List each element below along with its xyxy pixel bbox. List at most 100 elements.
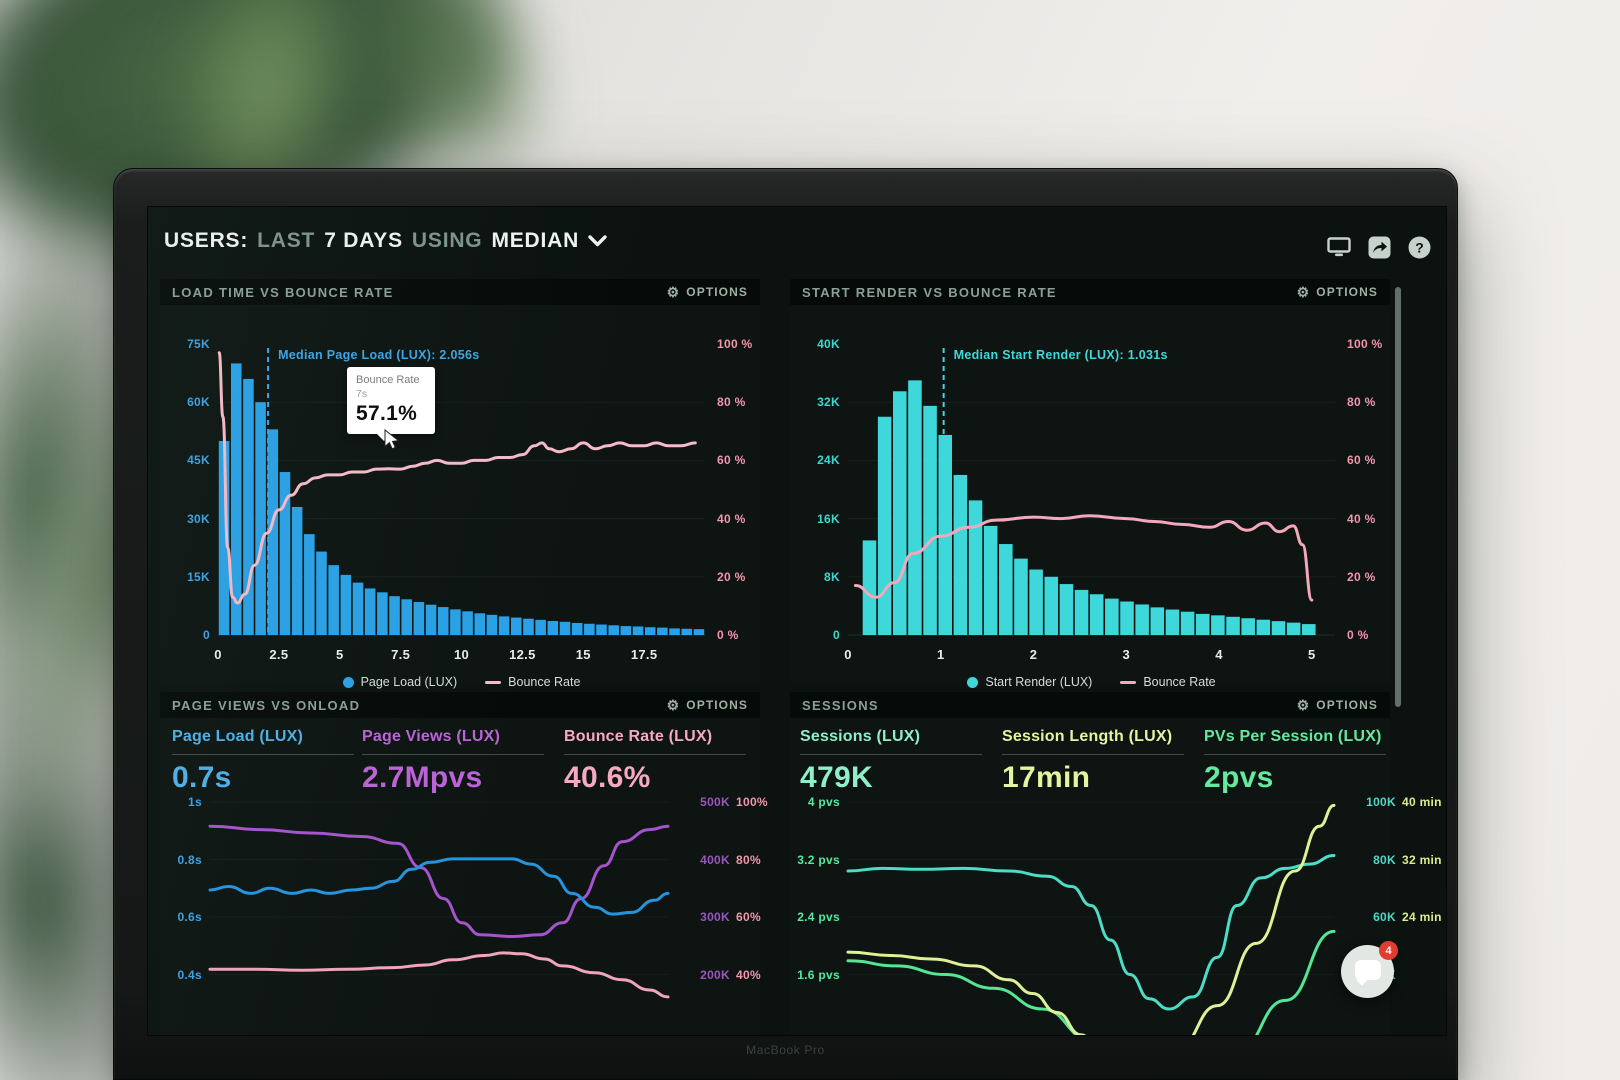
options-button[interactable]: ⚙ OPTIONS [1297, 698, 1378, 712]
bar [1120, 601, 1134, 635]
bar [1135, 604, 1149, 635]
title-segment: MEDIAN [491, 229, 580, 252]
bar [669, 628, 680, 635]
legend: Start Render (LUX) Bounce Rate [848, 675, 1335, 689]
bar [1059, 584, 1074, 635]
bar [474, 613, 486, 635]
bar [1226, 616, 1240, 635]
metric-page-load: Page Load (LUX) 0.7s [172, 728, 354, 795]
bar [571, 622, 583, 635]
legend-item: Page Load (LUX) [342, 675, 458, 689]
pvs-per-session-lux--line [846, 929, 1336, 1035]
axis-label: 100% [736, 795, 768, 809]
bar [304, 534, 315, 635]
legend-label: Page Load (LUX) [360, 675, 458, 689]
bar [596, 624, 607, 635]
load-time-chart[interactable]: 75K 60K 45K 30K 15K 0 100 % 80 % 60 % 40 % 20 % 0 %… [160, 305, 760, 689]
title-segment: 7 DAYS [324, 229, 403, 252]
legend-dot-icon [967, 676, 979, 688]
x-tick: 4 [1215, 647, 1223, 662]
bar [1029, 569, 1043, 635]
start_render-plot [848, 348, 1335, 636]
bar [657, 627, 668, 635]
bar [267, 429, 279, 635]
bar [255, 402, 266, 635]
axis-label: 4 pvs [807, 795, 840, 809]
median-annotation: Median Start Render (LUX): 1.031s [953, 348, 1168, 362]
x-tick: 17.5 [630, 647, 658, 662]
display-icon[interactable] [1326, 235, 1352, 259]
options-button[interactable]: ⚙ OPTIONS [667, 698, 748, 712]
bar [498, 616, 510, 635]
sessions-chart[interactable]: 4 pvs 3.2 pvs 2.4 pvs 1.6 pvs 100K 40 min 80K 3… [790, 792, 1442, 1035]
metric-label: Sessions (LUX) [800, 728, 921, 745]
metric-value: 0.7s [172, 761, 232, 794]
axis-label: 60 % [1347, 453, 1376, 468]
x-tick: 5 [1308, 647, 1316, 662]
sessions-lux--line [846, 854, 1336, 1011]
axis-label: 0.4s [177, 967, 202, 982]
chat-launcher[interactable]: 4 [1341, 941, 1398, 998]
panel-title: SESSIONS [802, 697, 879, 713]
x-tick: 12.5 [509, 647, 536, 662]
bar [953, 474, 968, 635]
metric-label: Session Length (LUX) [1002, 728, 1173, 745]
bar [862, 540, 877, 635]
bar [1195, 613, 1210, 635]
bar [462, 611, 473, 635]
bar [1180, 611, 1195, 635]
bar [340, 574, 352, 635]
start-render-chart[interactable]: 40K 32K 24K 16K 8K 0 100 % 80 % 60 % 40 % 20 % 0 % 0… [790, 305, 1390, 689]
axis-label: 2.4 pvs [797, 910, 840, 924]
bar [893, 391, 907, 635]
users-period-dropdown[interactable]: USERS: LAST 7 DAYS USING MEDIAN [164, 229, 607, 253]
bar [1165, 609, 1180, 635]
bar [218, 441, 230, 635]
scrollbar[interactable] [1395, 287, 1401, 707]
options-button[interactable]: ⚙ OPTIONS [667, 285, 748, 299]
page-views-lux--line [208, 824, 670, 939]
metric-rule [564, 754, 746, 755]
chat-badge: 4 [1379, 941, 1398, 960]
axis-label: 0 % [1347, 628, 1369, 642]
axis-label: 40 % [1347, 511, 1376, 526]
sessions-plot [846, 803, 1336, 1035]
bar [486, 614, 498, 635]
axis-label: 300K [700, 910, 730, 924]
axis-label: 200K [700, 967, 730, 982]
legend-item: Bounce Rate [485, 675, 580, 689]
metric-pvs-per-session: PVs Per Session (LUX) 2pvs [1204, 728, 1386, 795]
metric-label: Page Load (LUX) [172, 728, 304, 745]
axis-label: 80 % [1347, 395, 1376, 410]
axis-label: 75K [187, 337, 210, 351]
metric-rule [1002, 754, 1184, 755]
help-icon[interactable]: ? [1406, 235, 1432, 259]
page-views-chart[interactable]: 1s 0.8s 0.6s 0.4s 500K 100% 400K 80% 300K 60% 200K… [160, 792, 768, 1035]
x-tick: 3 [1122, 647, 1131, 662]
bar [632, 626, 644, 635]
options-button[interactable]: ⚙ OPTIONS [1297, 285, 1378, 299]
share-icon[interactable] [1366, 235, 1392, 259]
metric-label: Bounce Rate (LUX) [564, 728, 713, 745]
bar [523, 618, 534, 635]
panel-title: PAGE VIEWS VS ONLOAD [172, 697, 361, 713]
gear-icon: ⚙ [1296, 697, 1311, 713]
bar [1089, 594, 1104, 635]
axis-label: 60% [736, 910, 761, 924]
legend-line-icon [1120, 680, 1137, 684]
bar [681, 628, 693, 635]
axis-label: 3.2 pvs [797, 852, 840, 867]
panel-load-time: LOAD TIME VS BOUNCE RATE ⚙ OPTIONS 75K 60… [160, 279, 760, 689]
x-tick: 2 [1029, 647, 1038, 662]
options-label: OPTIONS [1316, 698, 1378, 712]
bar [908, 380, 922, 635]
bar [1150, 607, 1165, 635]
metric-bounce-rate: Bounce Rate (LUX) 40.6% [564, 728, 746, 795]
session-length-lux--line [846, 803, 1336, 1035]
axis-label: 32 min [1402, 852, 1442, 867]
bar [693, 629, 705, 635]
axis-label: 32K [817, 395, 840, 410]
panel-start-render: START RENDER VS BOUNCE RATE ⚙ OPTIONS 40… [790, 279, 1390, 689]
bar [413, 602, 425, 635]
chevron-down-icon [588, 235, 607, 247]
